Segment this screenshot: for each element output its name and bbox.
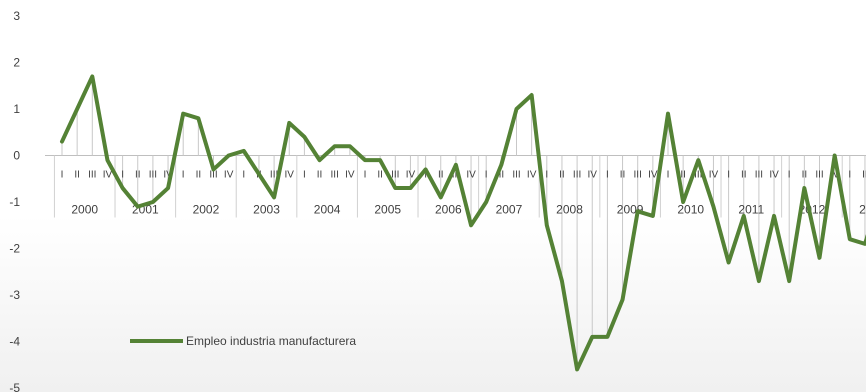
y-tick-label: -4 [9,335,20,349]
quarter-tick-label: II [135,170,141,181]
quarter-tick-label: IV [345,170,355,181]
quarter-tick-label: III [149,170,157,181]
quarter-tick-label: IV [285,170,295,181]
legend-label: Empleo industria manufacturera [186,334,356,348]
quarter-tick-label: III [391,170,399,181]
y-axis: 3 2 1 0 -1 -2 -3 -4 -5 [9,9,20,392]
year-tick-label: 2011 [738,203,764,217]
series-line-empleo [60,74,866,372]
year-tick-label: 2008 [556,203,583,217]
quarter-tick-label: IV [224,170,234,181]
quarter-tick-label: III [88,170,96,181]
quarter-tick-label: III [634,170,642,181]
quarter-tick-label: I [606,170,609,181]
quarter-tick-label: I [727,170,730,181]
quarter-tick-label: II [499,170,505,181]
quarter-tick-label: IV [709,170,719,181]
quarter-tick-label: I [303,170,306,181]
quarter-tick-label: III [331,170,339,181]
quarter-tick-label: III [815,170,823,181]
year-tick-label: 2000 [71,203,98,217]
quarter-tick-label: I [424,170,427,181]
quarter-tick-label: I [61,170,64,181]
year-tick-label: 2005 [374,203,401,217]
y-tick-label: -3 [9,288,20,302]
quarter-tick-label: II [741,170,747,181]
year-tick-label: 2009 [617,203,644,217]
quarter-tick-label: IV [527,170,537,181]
quarter-tick-labels: I II III IV I II III IV I II III IV I II III IV I II III IV… [53,155,866,218]
quarter-tick-label: IV [588,170,598,181]
quarter-tick-label: II [802,170,808,181]
quarter-tick-label: I [485,170,488,181]
quarter-tick-label: II [559,170,565,181]
quarter-tick-label: III [512,170,520,181]
quarter-tick-label: I [788,170,791,181]
quarter-tick-label: III [573,170,581,181]
quarter-tick-label: II [196,170,202,181]
y-tick-label: 0 [13,149,20,163]
y-tick-label: 2 [13,56,20,70]
quarter-tick-label: II [862,170,866,181]
quarter-tick-label: IV [103,170,113,181]
year-tick-label: 2013 [859,203,866,217]
quarter-tick-label: I [667,170,670,181]
y-tick-label: 3 [13,9,20,23]
quarter-tick-label: I [242,170,245,181]
year-tick-label: 2003 [253,203,280,217]
quarter-tick-label: IV [466,170,476,181]
year-tick-label: 2007 [496,203,523,217]
y-tick-label: -1 [9,195,20,209]
quarter-tick-label: II [680,170,686,181]
year-tick-label: 2004 [314,203,341,217]
y-tick-label: 1 [13,102,20,116]
legend: Empleo industria manufacturera [130,334,356,348]
quarter-tick-label: II [377,170,383,181]
y-tick-label: -2 [9,242,20,256]
series-layer [60,74,866,372]
quarter-tick-label: III [694,170,702,181]
quarter-tick-label: IV [163,170,173,181]
year-tick-label: 2002 [193,203,220,217]
quarter-tick-label: II [74,170,80,181]
quarter-tick-label: I [364,170,367,181]
year-tick-label: 2010 [677,203,704,217]
year-tick-label: 2012 [799,203,826,217]
y-tick-label: -5 [9,381,20,392]
quarter-tick-label: IV [769,170,779,181]
quarter-tick-label: IV [830,170,840,181]
quarter-tick-label: IV [648,170,658,181]
quarter-tick-label: I [545,170,548,181]
year-tick-label: 2006 [435,203,462,217]
quarter-tick-label: II [620,170,626,181]
quarter-tick-label: II [317,170,323,181]
quarter-tick-label: II [438,170,444,181]
quarter-tick-label: III [755,170,763,181]
year-tick-labels: 2000 2001 2002 2003 2004 2005 2006 2007 2008 2009… [71,203,866,217]
quarter-tick-label: I [182,170,185,181]
quarter-tick-label: IV [406,170,416,181]
quarter-tick-label: III [452,170,460,181]
quarter-tick-label: I [848,170,851,181]
quarter-tick-label: I [121,170,124,181]
quarter-tick-label: III [209,170,217,181]
quarter-tick-label: III [270,170,278,181]
